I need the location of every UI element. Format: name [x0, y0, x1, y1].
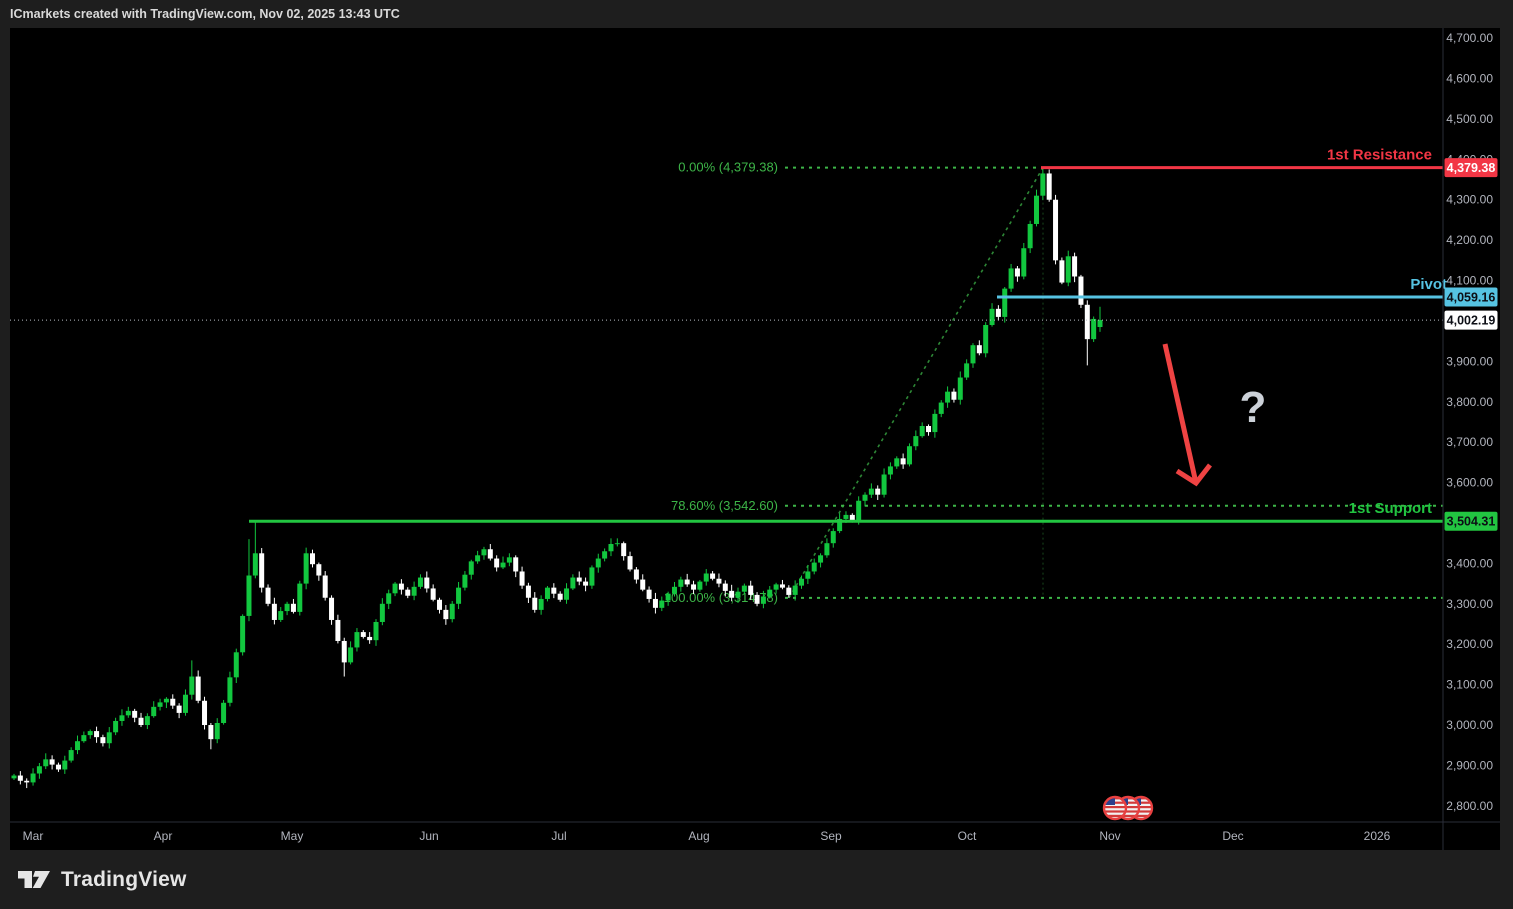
time-tick-label: 2026	[1364, 829, 1391, 843]
price-tick-label: 3,300.00	[1446, 597, 1493, 611]
price-tick-label: 4,500.00	[1446, 112, 1493, 126]
tradingview-brand-text[interactable]: TradingView	[61, 867, 187, 891]
price-tick-label: 4,100.00	[1446, 274, 1493, 288]
price-tick-label: 3,400.00	[1446, 556, 1493, 570]
time-tick-label: Mar	[23, 829, 44, 843]
time-axis[interactable]: Mar Apr May Jun Jul Aug Sep Oct Nov Dec 2026	[23, 829, 1391, 843]
svg-text:4,379.38: 4,379.38	[1447, 161, 1496, 175]
current-price-badge: 4,002.19	[1444, 310, 1498, 330]
footer-bar: TradingView	[0, 850, 1513, 909]
price-axis[interactable]: 2,800.00 2,900.00 3,000.00 3,100.00 3,200.00…	[1444, 31, 1498, 813]
time-tick-label: Apr	[154, 829, 173, 843]
resistance-level[interactable]: 1st Resistance	[1041, 147, 1443, 170]
support-price-badge: 3,504.31	[1444, 511, 1498, 531]
candles-layer[interactable]	[11, 167, 1103, 789]
time-tick-label: Dec	[1222, 829, 1243, 843]
economic-event-flags[interactable]	[1102, 795, 1154, 821]
price-tick-label: 3,700.00	[1446, 435, 1493, 449]
price-tick-label: 3,900.00	[1446, 354, 1493, 368]
price-tick-label: 4,700.00	[1446, 31, 1493, 45]
resistance-price-badge: 4,379.38	[1444, 158, 1498, 178]
price-tick-label: 3,100.00	[1446, 678, 1493, 692]
time-tick-label: Jul	[551, 829, 566, 843]
tradingview-logo-icon[interactable]	[16, 866, 52, 894]
price-tick-label: 3,800.00	[1446, 395, 1493, 409]
support-label: 1st Support	[1349, 500, 1432, 517]
price-tick-label: 2,800.00	[1446, 799, 1493, 813]
down-arrow-drawing[interactable]	[1162, 343, 1212, 487]
candlestick-chart[interactable]: 0.00% (4,379.38) 78.60% (3,542.60) 100.00%…	[10, 28, 1500, 850]
pivot-label: Pivot	[1410, 276, 1447, 293]
time-tick-label: Jun	[419, 829, 438, 843]
svg-text:4,059.16: 4,059.16	[1447, 291, 1496, 305]
price-tick-label: 3,600.00	[1446, 476, 1493, 490]
svg-text:4,002.19: 4,002.19	[1447, 314, 1496, 328]
price-tick-label: 4,600.00	[1446, 72, 1493, 86]
chart-pane[interactable]	[10, 28, 1500, 850]
time-tick-label: May	[281, 829, 304, 843]
time-tick-label: Nov	[1099, 829, 1120, 843]
fib-trend-line	[788, 167, 1044, 599]
support-level[interactable]: 1st Support	[249, 500, 1443, 523]
svg-text:3,504.31: 3,504.31	[1447, 515, 1496, 529]
attribution-bar: ICmarkets created with TradingView.com, …	[0, 0, 1513, 28]
pivot-price-badge: 4,059.16	[1444, 287, 1498, 307]
attribution-text: ICmarkets created with TradingView.com, …	[10, 7, 400, 21]
time-tick-label: Aug	[688, 829, 709, 843]
pivot-level[interactable]: Pivot	[997, 276, 1447, 299]
price-tick-label: 2,900.00	[1446, 758, 1493, 772]
time-tick-label: Sep	[820, 829, 842, 843]
question-mark-annotation[interactable]: ?	[1240, 383, 1267, 432]
us-flag-icon	[1104, 797, 1126, 819]
fib-level-label-2: 100.00% (3,314.78)	[664, 590, 778, 605]
price-tick-label: 3,200.00	[1446, 637, 1493, 651]
resistance-label: 1st Resistance	[1327, 147, 1432, 164]
price-tick-label: 3,000.00	[1446, 718, 1493, 732]
fib-level-label-1: 78.60% (3,542.60)	[671, 498, 778, 513]
fib-level-label-0: 0.00% (4,379.38)	[678, 160, 778, 175]
time-tick-label: Oct	[958, 829, 977, 843]
price-tick-label: 4,300.00	[1446, 193, 1493, 207]
price-tick-label: 4,200.00	[1446, 233, 1493, 247]
